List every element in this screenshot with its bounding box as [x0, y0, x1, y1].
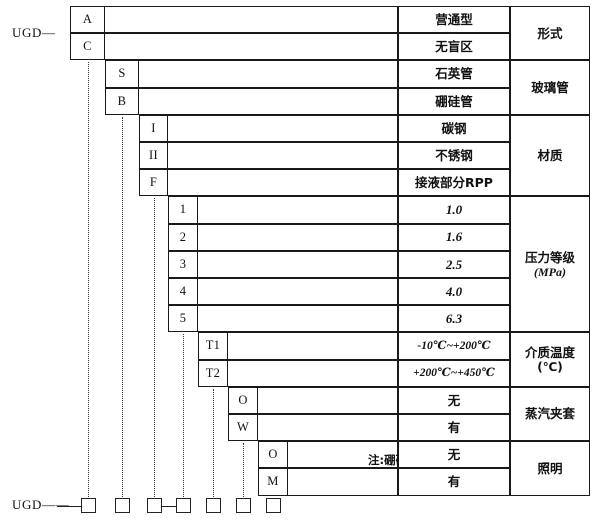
row-connector-material [139, 114, 398, 142]
description-cell-steam-jacket-0: 无 [398, 386, 510, 414]
description-cell-form-1: 无盲区 [398, 33, 510, 61]
description-cell-medium-temperature-1: +200℃~+450℃ [398, 359, 510, 387]
bottom-prefix-label: UGD—— [12, 497, 70, 512]
code-cell-form-1[interactable]: C [70, 33, 105, 61]
code-cell-lighting-1[interactable]: M [258, 468, 288, 496]
row-connector-pressure [168, 196, 398, 224]
row-connector-medium-temperature [198, 332, 398, 360]
category-label-text-lighting: 照明 [537, 460, 563, 476]
category-label-text-steam-jacket: 蒸汽夹套 [524, 406, 575, 422]
category-label-pressure: 压力等级 (MPa) [510, 196, 590, 333]
code-cell-material-0[interactable]: I [139, 114, 168, 142]
row-connector-pressure [168, 250, 398, 278]
code-cell-material-1[interactable]: II [139, 142, 168, 170]
code-cell-glass-tube-0[interactable]: S [105, 60, 139, 88]
row-connector-material [139, 169, 398, 197]
row-connector-glass-tube [105, 87, 398, 115]
dotted-dropper-form [88, 62, 89, 497]
category-label-text-material: 材质 [537, 148, 563, 164]
category-label-text-medium-temperature: 介质温度 [524, 344, 575, 360]
code-slot-medium-temperature[interactable] [205, 498, 221, 513]
category-label-text-form: 形式 [537, 25, 563, 41]
description-cell-glass-tube-1: 硼硅管 [398, 87, 510, 115]
code-cell-medium-temperature-0[interactable]: T1 [198, 332, 228, 360]
code-slot-form[interactable] [80, 498, 96, 513]
dotted-dropper-steam-jacket [243, 443, 244, 497]
category-label-text-glass-tube: 玻璃管 [531, 80, 569, 96]
row-connector-pressure [168, 305, 398, 333]
description-cell-pressure-4: 6.3 [398, 305, 510, 333]
category-label-form: 形式 [510, 6, 590, 61]
description-cell-lighting-0: 无 [398, 441, 510, 469]
code-cell-lighting-0[interactable]: O [258, 441, 288, 469]
description-cell-lighting-1: 有 [398, 468, 510, 496]
description-cell-glass-tube-0: 石英管 [398, 60, 510, 88]
code-cell-material-2[interactable]: F [139, 169, 168, 197]
code-cell-steam-jacket-0[interactable]: O [228, 386, 258, 414]
code-slot-steam-jacket[interactable] [235, 498, 251, 513]
category-label-material: 材质 [510, 114, 590, 197]
code-cell-steam-jacket-1[interactable]: W [228, 414, 258, 442]
category-label-text-pressure: 压力等级 [524, 249, 575, 265]
description-cell-material-0: 碳钢 [398, 114, 510, 142]
description-cell-form-0: 营通型 [398, 6, 510, 34]
slot-link-line [161, 505, 176, 507]
code-slot-pressure[interactable] [175, 498, 191, 513]
category-label-medium-temperature: 介质温度 (℃) [510, 332, 590, 387]
category-unit-medium-temperature: (℃) [537, 359, 563, 374]
row-connector-medium-temperature [198, 359, 398, 387]
code-cell-pressure-0[interactable]: 1 [168, 196, 198, 224]
description-cell-pressure-1: 1.6 [398, 223, 510, 251]
dotted-dropper-material [154, 198, 155, 497]
description-cell-pressure-0: 1.0 [398, 196, 510, 224]
row-connector-pressure [168, 223, 398, 251]
row-connector-material [139, 142, 398, 170]
code-cell-glass-tube-1[interactable]: B [105, 87, 139, 115]
description-cell-material-1: 不锈钢 [398, 142, 510, 170]
top-prefix-label: UGD— [12, 25, 56, 41]
code-cell-pressure-4[interactable]: 5 [168, 305, 198, 333]
code-cell-pressure-3[interactable]: 4 [168, 278, 198, 306]
code-cell-pressure-2[interactable]: 3 [168, 250, 198, 278]
category-unit-pressure: (MPa) [534, 264, 566, 279]
category-label-lighting: 照明 [510, 441, 590, 496]
dotted-dropper-pressure [183, 334, 184, 497]
code-slot-material[interactable] [146, 498, 162, 513]
category-label-glass-tube: 玻璃管 [510, 60, 590, 115]
row-connector-pressure [168, 278, 398, 306]
description-cell-pressure-2: 2.5 [398, 250, 510, 278]
row-connector-form [70, 6, 398, 34]
category-label-steam-jacket: 蒸汽夹套 [510, 386, 590, 442]
description-cell-pressure-3: 4.0 [398, 278, 510, 306]
prefix-connector-line [57, 505, 81, 507]
code-cell-pressure-1[interactable]: 2 [168, 223, 198, 251]
row-connector-form [70, 33, 398, 61]
description-cell-material-2: 接液部分RPP [398, 169, 510, 197]
code-cell-medium-temperature-1[interactable]: T2 [198, 359, 228, 387]
dotted-dropper-medium-temperature [213, 388, 214, 497]
description-cell-steam-jacket-1: 有 [398, 414, 510, 442]
code-cell-form-0[interactable]: A [70, 6, 105, 34]
code-slot-lighting[interactable] [265, 498, 281, 513]
row-connector-glass-tube [105, 60, 398, 88]
description-cell-medium-temperature-0: -10℃~+200℃ [398, 332, 510, 360]
dotted-dropper-glass-tube [122, 116, 123, 497]
code-slot-glass-tube[interactable] [114, 498, 130, 513]
